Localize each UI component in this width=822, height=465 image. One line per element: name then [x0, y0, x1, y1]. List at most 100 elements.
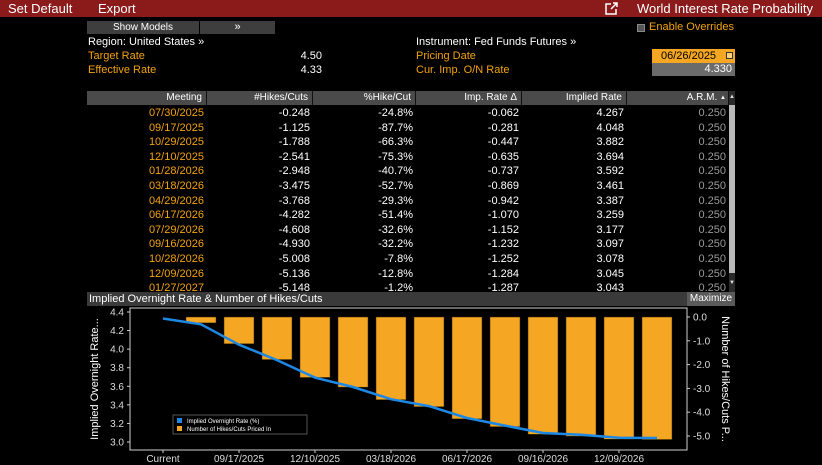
table-header: Meeting #Hikes/Cuts %Hike/Cut Imp. Rate …	[87, 91, 729, 105]
column-header-meeting[interactable]: Meeting	[87, 91, 207, 105]
cell-pct-hike-cut: -24.8%	[378, 107, 413, 119]
cell-pct-hike-cut: -87.7%	[378, 121, 413, 134]
cell-pct-hike-cut: -66.3%	[378, 136, 413, 149]
cell-hikes-cuts: -1.125	[278, 121, 310, 134]
table-row[interactable]: 04/29/2026 -3.768 -29.3% -0.942 3.387 0.250	[87, 194, 729, 209]
table-row[interactable]: 07/30/2025 -0.248 -24.8% -0.062 4.267 0.250	[87, 106, 729, 121]
left-axis-tick-label: 3.4	[110, 400, 124, 411]
cell-implied-rate: 4.267	[596, 107, 624, 119]
column-header-arm[interactable]: A.R.M. ▲	[627, 91, 729, 105]
set-default-button[interactable]: Set Default	[8, 1, 73, 16]
right-axis-tick-label: -2.0	[693, 360, 711, 371]
table-row[interactable]: 01/28/2026 -2.948 -40.7% -0.737 3.592 0.250	[87, 164, 729, 179]
table-row[interactable]: 10/28/2026 -5.008 -7.8% -1.252 3.078 0.250	[87, 252, 729, 267]
cell-hikes-cuts: -5.136	[278, 267, 310, 280]
cell-implied-rate: 3.387	[596, 194, 624, 207]
hikes-cuts-bar	[565, 316, 597, 437]
hikes-cuts-bar	[451, 316, 483, 420]
chart-title: Implied Overnight Rate & Number of Hikes…	[89, 293, 323, 305]
column-header-implied-rate[interactable]: Implied Rate	[522, 91, 627, 105]
cell-imp-rate-delta: -0.942	[487, 194, 519, 207]
target-rate-value: 4.50	[300, 50, 322, 62]
cell-arm: 0.250	[698, 209, 726, 222]
cell-implied-rate: 3.592	[596, 165, 624, 178]
cell-meeting: 01/27/2027	[148, 282, 204, 292]
export-button[interactable]: Export	[98, 1, 136, 16]
cell-pct-hike-cut: -29.3%	[378, 194, 413, 207]
hikes-cuts-bar	[185, 316, 217, 324]
cell-imp-rate-delta: -0.869	[487, 180, 519, 192]
table-row[interactable]: 09/16/2026 -4.930 -32.2% -1.232 3.097 0.250	[87, 237, 729, 252]
cell-hikes-cuts: -2.948	[278, 165, 310, 178]
cell-pct-hike-cut: -12.8%	[378, 267, 413, 280]
left-axis-title: Implied Overnight Rate...	[89, 318, 101, 440]
cell-meeting: 03/18/2026	[148, 180, 204, 192]
hikes-cuts-bar	[261, 316, 293, 360]
cell-arm: 0.250	[698, 223, 726, 236]
cell-arm: 0.250	[698, 180, 726, 192]
maximize-button[interactable]: Maximize	[687, 292, 735, 306]
scroll-up-icon[interactable]: ▲	[729, 94, 735, 100]
cell-implied-rate: 4.048	[596, 121, 624, 134]
current-implied-rate-field: 4.330	[652, 63, 735, 76]
cell-implied-rate: 3.461	[596, 180, 624, 192]
cell-arm: 0.250	[698, 150, 726, 163]
cell-implied-rate: 3.882	[596, 136, 624, 149]
cell-arm: 0.250	[698, 136, 726, 149]
table-scrollbar[interactable]: ▲ ▼	[729, 91, 735, 292]
table-row[interactable]: 03/18/2026 -3.475 -52.7% -0.869 3.461 0.250	[87, 179, 729, 194]
x-axis-tick-label: 12/09/2026	[594, 454, 644, 465]
table-row[interactable]: 09/17/2025 -1.125 -87.7% -0.281 4.048 0.250	[87, 121, 729, 136]
table-row[interactable]: 12/09/2026 -5.136 -12.8% -1.284 3.045 0.250	[87, 267, 729, 282]
legend-label-implied-rate: Implied Overnight Rate (%)	[187, 419, 259, 425]
cell-hikes-cuts: -0.248	[278, 107, 310, 119]
cell-imp-rate-delta: -1.284	[487, 267, 519, 280]
calendar-icon[interactable]	[726, 52, 733, 59]
left-axis-tick-label: 4.2	[110, 326, 124, 337]
hikes-cuts-bar	[337, 316, 369, 388]
cell-hikes-cuts: -4.930	[278, 238, 310, 251]
cell-implied-rate: 3.097	[596, 238, 624, 251]
table-row[interactable]: 07/29/2026 -4.608 -32.6% -1.152 3.177 0.250	[87, 223, 729, 238]
column-header-hikes-cuts[interactable]: #Hikes/Cuts	[207, 91, 313, 105]
column-header-imp-rate-delta[interactable]: Imp. Rate Δ	[416, 91, 522, 105]
effective-rate-value: 4.33	[300, 64, 322, 76]
table-row[interactable]: 12/10/2025 -2.541 -75.3% -0.635 3.694 0.250	[87, 150, 729, 165]
more-options-button[interactable]: »	[200, 21, 275, 34]
cell-imp-rate-delta: -1.252	[487, 253, 519, 265]
legend-swatch-hikes-cuts	[177, 426, 182, 431]
left-axis-tick-label: 3.0	[110, 438, 124, 449]
hikes-cuts-bar	[641, 316, 673, 440]
enable-overrides-checkbox[interactable]	[637, 24, 645, 32]
cell-meeting: 07/30/2025	[148, 107, 204, 119]
cell-meeting: 12/09/2026	[148, 267, 204, 280]
column-header-arm-label: A.R.M.	[686, 92, 718, 103]
pricing-date-field[interactable]: 06/26/2025	[652, 49, 735, 63]
hikes-cuts-bar	[489, 316, 521, 427]
column-header-pct-hike-cut[interactable]: %Hike/Cut	[313, 91, 416, 105]
cell-hikes-cuts: -4.608	[278, 223, 310, 236]
instrument-selector[interactable]: Instrument: Fed Funds Futures »	[416, 36, 577, 48]
scrollbar-thumb[interactable]	[729, 105, 735, 273]
show-models-button[interactable]: Show Models	[87, 21, 199, 34]
cell-pct-hike-cut: -32.6%	[378, 223, 413, 236]
table-row[interactable]: 10/29/2025 -1.788 -66.3% -0.447 3.882 0.250	[87, 135, 729, 150]
top-menu-bar: Set Default Export World Interest Rate P…	[0, 0, 822, 17]
right-axis-tick-label: -3.0	[693, 384, 711, 395]
right-axis-tick-label: -1.0	[693, 336, 711, 347]
left-axis-tick-label: 4.4	[110, 308, 124, 319]
right-axis-tick-label: -5.0	[693, 432, 711, 443]
cell-meeting: 04/29/2026	[148, 194, 204, 207]
table-row[interactable]: 06/17/2026 -4.282 -51.4% -1.070 3.259 0.250	[87, 208, 729, 223]
scroll-down-icon[interactable]: ▼	[729, 280, 735, 286]
left-axis-tick-label: 3.2	[110, 419, 124, 430]
table-row[interactable]: 01/27/2027 -5.148 -1.2% -1.287 3.043 0.250	[87, 281, 729, 292]
x-axis-tick-label: 09/17/2025	[214, 454, 264, 465]
region-selector[interactable]: Region: United States »	[88, 36, 205, 48]
left-axis-tick-label: 4.0	[110, 345, 124, 356]
cell-arm: 0.250	[698, 107, 726, 119]
x-axis-tick-label: 06/17/2026	[442, 454, 492, 465]
cell-imp-rate-delta: -0.635	[487, 150, 519, 163]
launch-icon[interactable]	[605, 2, 618, 15]
enable-overrides-label[interactable]: Enable Overrides	[649, 21, 734, 33]
